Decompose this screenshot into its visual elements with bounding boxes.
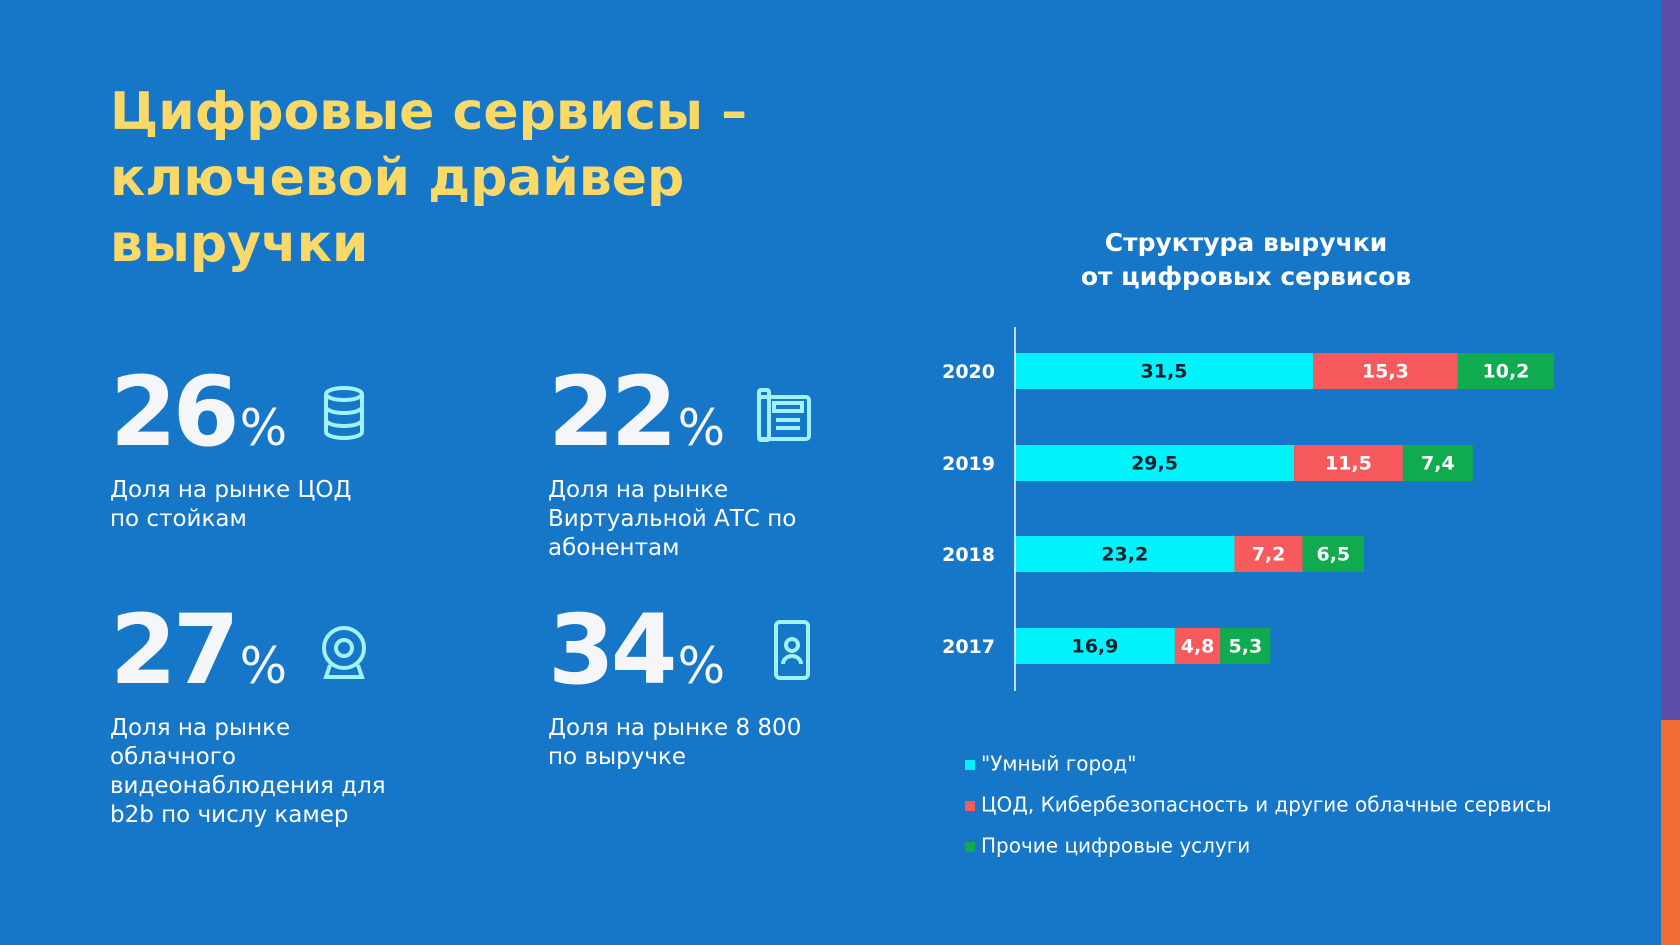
legend-marker [965, 801, 975, 811]
edge-strip [1661, 720, 1680, 945]
stat-label: b2b по числу камер [110, 802, 348, 828]
stat-label: по выручке [548, 744, 686, 770]
stat-unit: % [240, 637, 288, 695]
legend-marker [965, 842, 975, 852]
legend-label: ЦОД, Кибербезопасность и другие облачные… [981, 793, 1552, 817]
phone-icon [757, 388, 811, 442]
mobile-icon [774, 620, 810, 680]
bar [1234, 536, 1303, 572]
server-icon [324, 386, 364, 440]
slide-title: ключевой драйвер [110, 148, 684, 208]
stat-unit: % [678, 399, 726, 457]
value-label: 29,5 [1131, 453, 1178, 475]
stat-number: 26 [110, 356, 236, 468]
value-label: 31,5 [1141, 361, 1188, 383]
bar [1302, 536, 1365, 572]
value-label: 5,3 [1229, 636, 1263, 658]
stat-label: облачного [110, 744, 236, 770]
bar [1312, 353, 1458, 389]
value-label: 6,5 [1316, 544, 1350, 566]
stat-label: Доля на рынке 8 800 [548, 715, 801, 741]
stat-label: абонентам [548, 535, 679, 561]
value-label: 7,4 [1421, 453, 1455, 475]
bar [1015, 445, 1295, 481]
stat-label: видеонаблюдения для [110, 773, 386, 799]
bar [1015, 353, 1313, 389]
stat-label: Доля на рынке [110, 715, 290, 741]
stat-label: Виртуальной АТС по [548, 506, 796, 532]
y-tick-label: 2020 [942, 361, 995, 383]
y-tick-label: 2017 [942, 636, 995, 658]
stat-label: по стойкам [110, 506, 247, 532]
bar [1015, 536, 1235, 572]
value-label: 4,8 [1181, 636, 1215, 658]
y-tick-label: 2019 [942, 453, 995, 475]
value-label: 15,3 [1362, 361, 1409, 383]
bar [1174, 628, 1221, 664]
slide-title: Цифровые сервисы – [110, 82, 747, 142]
stat-unit: % [678, 637, 726, 695]
stat-unit: % [240, 399, 288, 457]
stat-number: 27 [110, 594, 236, 706]
camera-icon [322, 626, 366, 679]
stat-label: Доля на рынке ЦОД [110, 477, 351, 503]
value-label: 16,9 [1071, 636, 1118, 658]
chart-title: от цифровых сервисов [1081, 262, 1411, 291]
value-label: 23,2 [1101, 544, 1148, 566]
stat-number: 22 [548, 356, 674, 468]
legend-label: "Умный город" [981, 752, 1136, 776]
edge-strip [1661, 0, 1680, 720]
value-label: 11,5 [1325, 453, 1372, 475]
bar [1220, 628, 1271, 664]
value-label: 7,2 [1252, 544, 1286, 566]
value-label: 10,2 [1483, 361, 1530, 383]
stat-label: Доля на рынке [548, 477, 728, 503]
bar [1294, 445, 1403, 481]
chart-title: Структура выручки [1105, 228, 1388, 257]
bar [1402, 445, 1473, 481]
stat-number: 34 [548, 594, 674, 706]
slide-title: выручки [110, 214, 368, 274]
bar [1457, 353, 1555, 389]
bar [1015, 628, 1175, 664]
y-tick-label: 2018 [942, 544, 995, 566]
legend-marker [965, 760, 975, 770]
legend-label: Прочие цифровые услуги [981, 834, 1250, 858]
